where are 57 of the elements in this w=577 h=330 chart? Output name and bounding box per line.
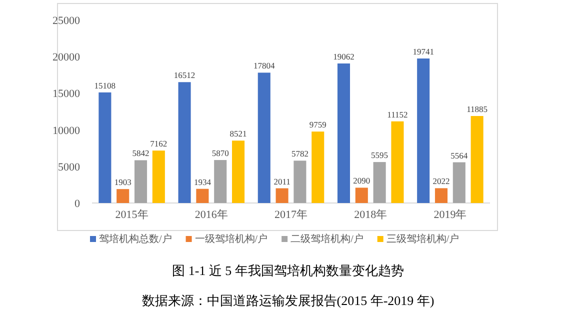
bar	[196, 188, 209, 203]
data-label: 19741	[412, 46, 434, 56]
data-label: 11152	[387, 109, 408, 120]
bar	[98, 92, 112, 203]
data-label: 9759	[309, 120, 326, 130]
text: 图 1-1 近 5 年我国驾培机构数量变化趋势	[172, 263, 404, 278]
data-label: 16512	[174, 70, 196, 80]
data-label: 2022	[432, 176, 450, 186]
data-label: 1903	[114, 177, 132, 188]
data-label: 1934	[194, 176, 212, 187]
bar	[373, 162, 386, 203]
bar	[470, 116, 484, 203]
data-label: 5782	[291, 148, 308, 159]
x-tick-label: 2017年	[274, 209, 308, 221]
x-tick-label: 2019年	[434, 209, 467, 221]
data-label: 5595	[371, 150, 388, 160]
bar	[452, 162, 466, 203]
y-tick-label: 10000	[52, 124, 80, 137]
bar	[276, 188, 288, 203]
legend-label: 二级驾培机构/户	[290, 233, 364, 245]
y-tick-label: 20000	[52, 52, 80, 64]
source-note: 数据来源：中国道路运输发展报告(2015 年-2019 年)	[142, 293, 434, 308]
data-label: 7162	[150, 138, 168, 149]
bar	[434, 188, 448, 203]
data-label: 2011	[274, 176, 290, 186]
legend-label: 一级驾培机构/户	[194, 233, 268, 245]
data-label: 17804	[254, 60, 276, 71]
bar	[258, 72, 270, 203]
bar	[294, 160, 306, 203]
data-label: 19062	[333, 51, 354, 62]
y-tick-label: 15000	[52, 88, 80, 100]
bar	[391, 121, 404, 203]
bar	[178, 82, 191, 203]
bar	[232, 140, 245, 203]
x-tick-label: 2016年	[194, 209, 228, 221]
data-label: 5842	[132, 148, 150, 158]
legend-label: 驾培机构总数/户	[99, 233, 172, 245]
data-label: 15108	[94, 80, 116, 90]
bar	[134, 160, 148, 203]
y-tick-label: 5000	[58, 161, 80, 174]
y-tick-label: 0	[74, 198, 80, 210]
x-tick-label: 2018年	[354, 209, 388, 221]
x-tick-label: 2015年	[115, 209, 148, 221]
data-label: 8521	[230, 128, 247, 139]
bar	[312, 132, 324, 203]
bar	[337, 63, 350, 203]
data-label: 11885	[466, 104, 488, 114]
bar	[355, 188, 368, 203]
bar	[116, 189, 130, 203]
y-tick-label: 25000	[52, 15, 80, 27]
data-label: 5870	[212, 148, 229, 158]
data-label: 5564	[450, 150, 468, 160]
bar	[214, 160, 227, 203]
legend-label: 三级驾培机构/户	[386, 233, 460, 245]
data-label: 2090	[353, 176, 370, 186]
bar	[417, 58, 430, 203]
bar	[152, 150, 165, 203]
